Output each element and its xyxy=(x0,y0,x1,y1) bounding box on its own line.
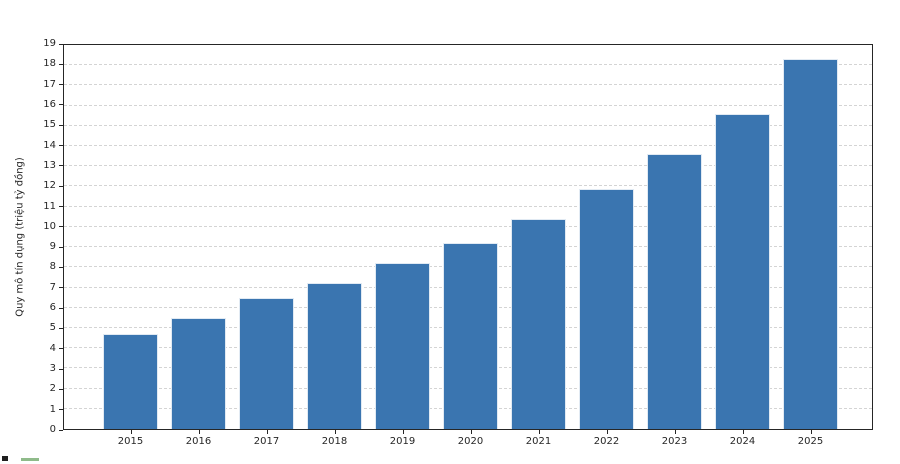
x-tick-label-2023: 2023 xyxy=(661,436,688,447)
cropped-dark-mark xyxy=(2,456,8,461)
y-tick-mark-19 xyxy=(59,43,63,45)
x-tick-mark-2018 xyxy=(334,430,336,434)
y-tick-mark-7 xyxy=(59,287,63,289)
y-tick-mark-16 xyxy=(59,104,63,106)
bar-2021 xyxy=(511,218,566,429)
x-tick-mark-2021 xyxy=(538,430,540,434)
x-tick-label-2020: 2020 xyxy=(457,436,484,447)
y-tick-mark-8 xyxy=(59,266,63,268)
x-tick-mark-2024 xyxy=(742,430,744,434)
x-tick-label-2022: 2022 xyxy=(593,436,620,447)
x-tick-label-2019: 2019 xyxy=(389,436,416,447)
y-tick-mark-13 xyxy=(59,165,63,167)
gridline-y14 xyxy=(64,145,872,147)
x-tick-mark-2023 xyxy=(674,430,676,434)
y-tick-label-0: 0 xyxy=(49,424,56,435)
bar-2018 xyxy=(307,283,362,429)
bar-2022 xyxy=(579,188,634,429)
y-tick-mark-12 xyxy=(59,185,63,187)
bar-2015 xyxy=(103,334,158,429)
y-tick-label-1: 1 xyxy=(49,403,56,415)
gridline-y15 xyxy=(64,124,872,126)
y-tick-label-11: 11 xyxy=(43,200,56,212)
gridline-y10 xyxy=(64,225,872,227)
y-tick-label-16: 16 xyxy=(43,98,56,110)
gridline-y11 xyxy=(64,205,872,207)
x-tick-label-2017: 2017 xyxy=(253,436,280,447)
x-tick-label-2021: 2021 xyxy=(525,436,552,447)
gridline-y12 xyxy=(64,185,872,187)
y-tick-mark-18 xyxy=(59,63,63,65)
y-tick-label-7: 7 xyxy=(49,281,56,293)
y-tick-mark-9 xyxy=(59,246,63,248)
y-tick-label-14: 14 xyxy=(43,139,56,151)
y-tick-mark-17 xyxy=(59,84,63,86)
gridline-y16 xyxy=(64,104,872,106)
plot-area xyxy=(63,44,873,430)
y-tick-mark-4 xyxy=(59,348,63,350)
y-tick-label-6: 6 xyxy=(49,302,56,314)
y-tick-label-4: 4 xyxy=(49,342,56,354)
x-tick-mark-2020 xyxy=(470,430,472,434)
x-tick-mark-2025 xyxy=(810,430,812,434)
gridline-y17 xyxy=(64,84,872,86)
y-tick-mark-2 xyxy=(59,388,63,390)
bar-2016 xyxy=(171,317,226,429)
x-tick-mark-2015 xyxy=(130,430,132,434)
gridline-y18 xyxy=(64,64,872,66)
y-tick-label-5: 5 xyxy=(49,322,56,334)
y-tick-label-2: 2 xyxy=(49,383,56,395)
x-tick-mark-2016 xyxy=(198,430,200,434)
y-tick-mark-5 xyxy=(59,327,63,329)
x-tick-label-2018: 2018 xyxy=(321,436,348,447)
y-tick-label-12: 12 xyxy=(43,180,56,192)
y-tick-label-10: 10 xyxy=(43,220,56,232)
y-tick-mark-1 xyxy=(59,409,63,411)
cropped-green-legend-edge xyxy=(21,458,39,461)
y-tick-mark-6 xyxy=(59,307,63,309)
y-tick-label-8: 8 xyxy=(49,261,56,273)
y-tick-label-3: 3 xyxy=(49,363,56,375)
gridline-y13 xyxy=(64,165,872,167)
bar-2024 xyxy=(715,113,770,429)
y-tick-label-9: 9 xyxy=(49,241,56,253)
bar-2019 xyxy=(375,263,430,429)
x-tick-label-2015: 2015 xyxy=(117,436,144,447)
y-tick-mark-10 xyxy=(59,226,63,228)
x-tick-mark-2019 xyxy=(402,430,404,434)
y-tick-label-13: 13 xyxy=(43,159,56,171)
bar-2025 xyxy=(783,59,838,429)
x-tick-label-2024: 2024 xyxy=(729,436,756,447)
x-tick-label-2016: 2016 xyxy=(185,436,212,447)
y-tick-mark-15 xyxy=(59,124,63,126)
bar-2020 xyxy=(443,243,498,429)
y-tick-label-17: 17 xyxy=(43,78,56,90)
y-tick-label-15: 15 xyxy=(43,119,56,131)
y-tick-label-18: 18 xyxy=(43,58,56,70)
x-tick-label-2025: 2025 xyxy=(797,436,824,447)
bar-2023 xyxy=(647,154,702,429)
y-tick-label-19: 19 xyxy=(43,38,56,49)
y-tick-mark-11 xyxy=(59,206,63,208)
y-tick-mark-14 xyxy=(59,145,63,147)
y-tick-mark-3 xyxy=(59,368,63,370)
x-tick-mark-2017 xyxy=(266,430,268,434)
x-tick-mark-2022 xyxy=(606,430,608,434)
y-tick-mark-0 xyxy=(59,429,63,431)
bar-2017 xyxy=(239,297,294,429)
